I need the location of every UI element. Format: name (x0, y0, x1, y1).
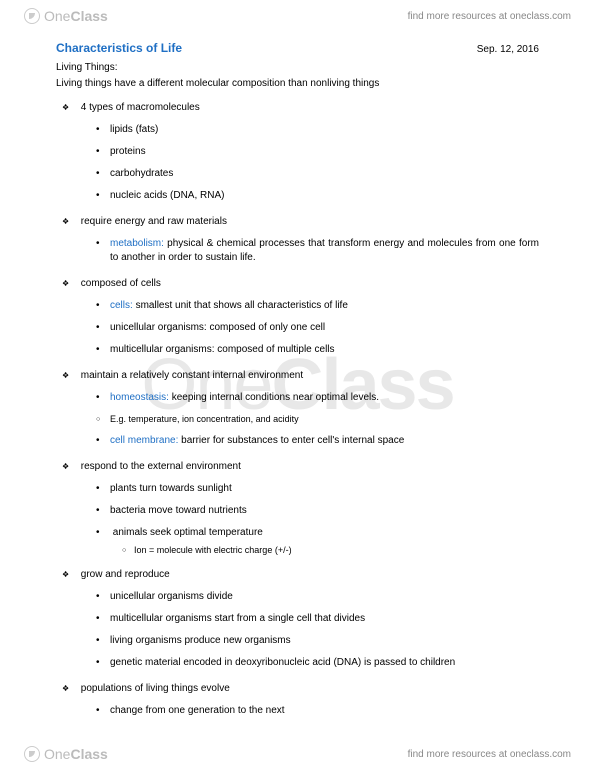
brand-logo-footer: OneClass (24, 746, 108, 762)
term-metabolism: metabolism: (110, 238, 164, 249)
list-item: unicellular organisms: composed of only … (110, 321, 539, 335)
footer-link[interactable]: find more resources at oneclass.com (408, 749, 571, 760)
logo-one: One (44, 746, 70, 762)
list-item: plants turn towards sunlight (110, 482, 539, 496)
list-item: unicellular organisms divide (110, 590, 539, 604)
list-item: lipids (fats) (110, 123, 539, 137)
list-item: bacteria move toward nutrients (110, 504, 539, 518)
intro-text: Living things have a different molecular… (56, 77, 539, 91)
list-item: nucleic acids (DNA, RNA) (110, 189, 539, 203)
list-item: cell membrane: barrier for substances to… (110, 434, 539, 448)
list-item: carbohydrates (110, 167, 539, 181)
term-homeostasis: homeostasis: (110, 392, 169, 403)
list-item: cells: smallest unit that shows all char… (110, 299, 539, 313)
list-item: animals seek optimal temperature Ion = m… (110, 526, 539, 557)
list-item: metabolism: physical & chemical processe… (110, 237, 539, 265)
outline: 4 types of macromolecules lipids (fats) … (56, 101, 539, 718)
term-cells: cells: (110, 300, 133, 311)
list-item: multicellular organisms start from a sin… (110, 612, 539, 626)
list-item: change from one generation to the next (110, 704, 539, 718)
list-item: living organisms produce new organisms (110, 634, 539, 648)
leaf-icon (24, 746, 40, 762)
page-header: OneClass find more resources at oneclass… (0, 0, 595, 32)
term-cell-membrane: cell membrane: (110, 435, 178, 446)
page-footer: OneClass find more resources at oneclass… (0, 738, 595, 770)
section-respond: respond to the external environment plan… (78, 460, 539, 557)
date: Sep. 12, 2016 (477, 43, 539, 57)
section-macromolecules: 4 types of macromolecules lipids (fats) … (78, 101, 539, 203)
list-item: Ion = molecule with electric charge (+/-… (136, 544, 539, 557)
subtitle: Living Things: (56, 61, 539, 75)
leaf-icon (24, 8, 40, 24)
section-evolve: populations of living things evolve chan… (78, 682, 539, 718)
list-item: homeostasis: keeping internal conditions… (110, 391, 539, 405)
list-item: E.g. temperature, ion concentration, and… (110, 413, 539, 426)
section-energy: require energy and raw materials metabol… (78, 215, 539, 265)
list-item: multicellular organisms: composed of mul… (110, 343, 539, 357)
header-link[interactable]: find more resources at oneclass.com (408, 11, 571, 22)
logo-class: Class (70, 746, 107, 762)
list-item: genetic material encoded in deoxyribonuc… (110, 656, 539, 670)
brand-logo: OneClass (24, 8, 108, 24)
section-grow: grow and reproduce unicellular organisms… (78, 568, 539, 670)
logo-class: Class (70, 8, 107, 24)
section-homeostasis: maintain a relatively constant internal … (78, 369, 539, 448)
document-body: Characteristics of Life Sep. 12, 2016 Li… (0, 0, 595, 770)
logo-one: One (44, 8, 70, 24)
page-title: Characteristics of Life (56, 40, 182, 57)
section-cells: composed of cells cells: smallest unit t… (78, 277, 539, 357)
list-item: proteins (110, 145, 539, 159)
